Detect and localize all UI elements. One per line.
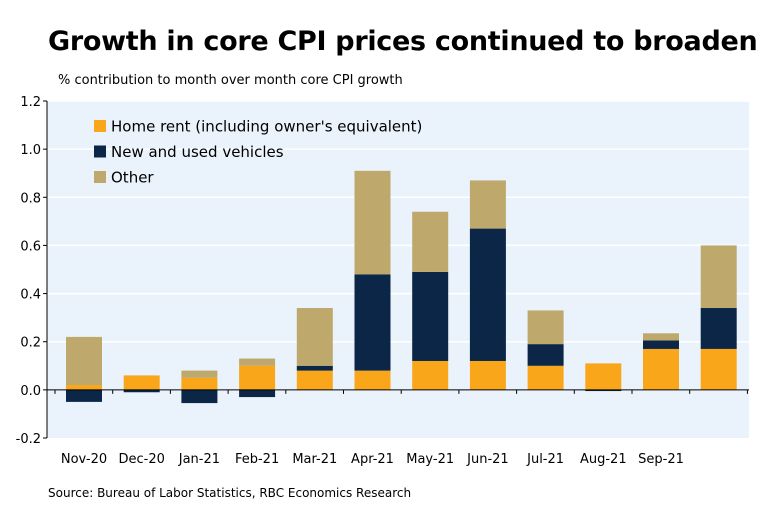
legend-label: Other — [111, 169, 154, 187]
y-tick-label: 0.2 — [20, 336, 41, 351]
y-axis-ticks: -0.2 0.0 0.2 0.4 0.6 0.8 1.0 1.2 — [16, 95, 41, 447]
bar-segment-vehicles — [123, 389, 160, 393]
bar-segment-home-rent — [181, 377, 218, 390]
bar-segment-home-rent — [66, 385, 102, 390]
bar-segment-other — [354, 170, 391, 275]
y-tick-label: 1.0 — [20, 143, 41, 158]
bar-segment-home-rent — [296, 370, 333, 390]
legend-swatch-vehicles — [94, 145, 106, 158]
x-tick-label: May-21 — [406, 452, 454, 467]
bar-segment-vehicles — [527, 344, 564, 366]
bar-segment-home-rent — [354, 370, 391, 390]
bar-segment-home-rent — [527, 365, 564, 390]
source-note: Source: Bureau of Labor Statistics, RBC … — [48, 486, 412, 500]
bar-segment-other — [181, 370, 218, 378]
bar-segment-other — [296, 308, 333, 366]
bar-segment-home-rent — [412, 360, 449, 390]
x-tick-label: Jan-21 — [178, 452, 220, 467]
x-tick-label: Aug-21 — [580, 452, 627, 467]
bar-segment-other — [469, 180, 506, 229]
legend-label: Home rent (including owner's equivalent) — [111, 118, 422, 136]
bar-segment-vehicles — [643, 340, 679, 349]
x-tick-label: Jun-21 — [466, 452, 509, 467]
y-tick-label: 0.4 — [20, 288, 41, 303]
legend-swatch-other — [94, 171, 106, 183]
bar-segment-vehicles — [354, 274, 391, 371]
bar-segment-other — [412, 211, 449, 272]
bar-segment-vehicles — [585, 389, 622, 392]
gridlines — [47, 100, 749, 343]
bar-segment-vehicles — [181, 389, 218, 404]
bar-segment-home-rent — [585, 363, 622, 390]
y-tick-label: 0.6 — [20, 239, 41, 254]
bar-segment-vehicles — [700, 308, 737, 349]
legend: Home rent (including owner's equivalent)… — [94, 118, 422, 187]
bar-segment-other — [66, 336, 102, 386]
x-axis-ticks: Nov-20 Dec-20 Jan-21 Feb-21 Mar-21 Apr-21 May-… — [61, 452, 684, 467]
x-tick-label: Nov-20 — [61, 452, 107, 467]
x-tick-label: Apr-21 — [351, 452, 394, 467]
bars — [66, 170, 737, 404]
bar-segment-other — [239, 358, 276, 366]
bar-segment-vehicles — [412, 271, 449, 361]
axes — [43, 100, 749, 439]
x-tick-label: Jul-21 — [526, 452, 564, 467]
legend-label: New and used vehicles — [111, 143, 284, 161]
plot-area — [47, 101, 749, 438]
bar-segment-home-rent — [700, 348, 737, 390]
bar-segment-vehicles — [469, 228, 506, 361]
x-tick-label: Sep-21 — [638, 452, 684, 467]
bar-segment-vehicles — [239, 389, 276, 398]
bar-segment-home-rent — [643, 348, 679, 390]
bar-segment-other — [527, 310, 564, 345]
bar-segment-other — [643, 333, 679, 341]
y-tick-label: 0.8 — [20, 191, 41, 206]
x-tick-label: Dec-20 — [119, 452, 165, 467]
legend-swatch-home-rent — [94, 120, 106, 132]
chart-subtitle: % contribution to month over month core … — [58, 73, 403, 88]
x-tick-label: Feb-21 — [235, 452, 279, 467]
y-tick-label: 1.2 — [20, 95, 41, 110]
bar-segment-other — [700, 245, 737, 309]
bar-segment-vehicles — [66, 389, 102, 402]
x-tick-label: Mar-21 — [292, 452, 337, 467]
y-tick-label: -0.2 — [16, 432, 41, 447]
bar-segment-home-rent — [239, 365, 276, 390]
bar-segment-home-rent — [123, 375, 160, 390]
y-tick-label: 0.0 — [20, 384, 41, 399]
chart-title: Growth in core CPI prices continued to b… — [48, 26, 758, 57]
bar-segment-home-rent — [469, 360, 506, 390]
bar-segment-vehicles — [296, 365, 333, 371]
